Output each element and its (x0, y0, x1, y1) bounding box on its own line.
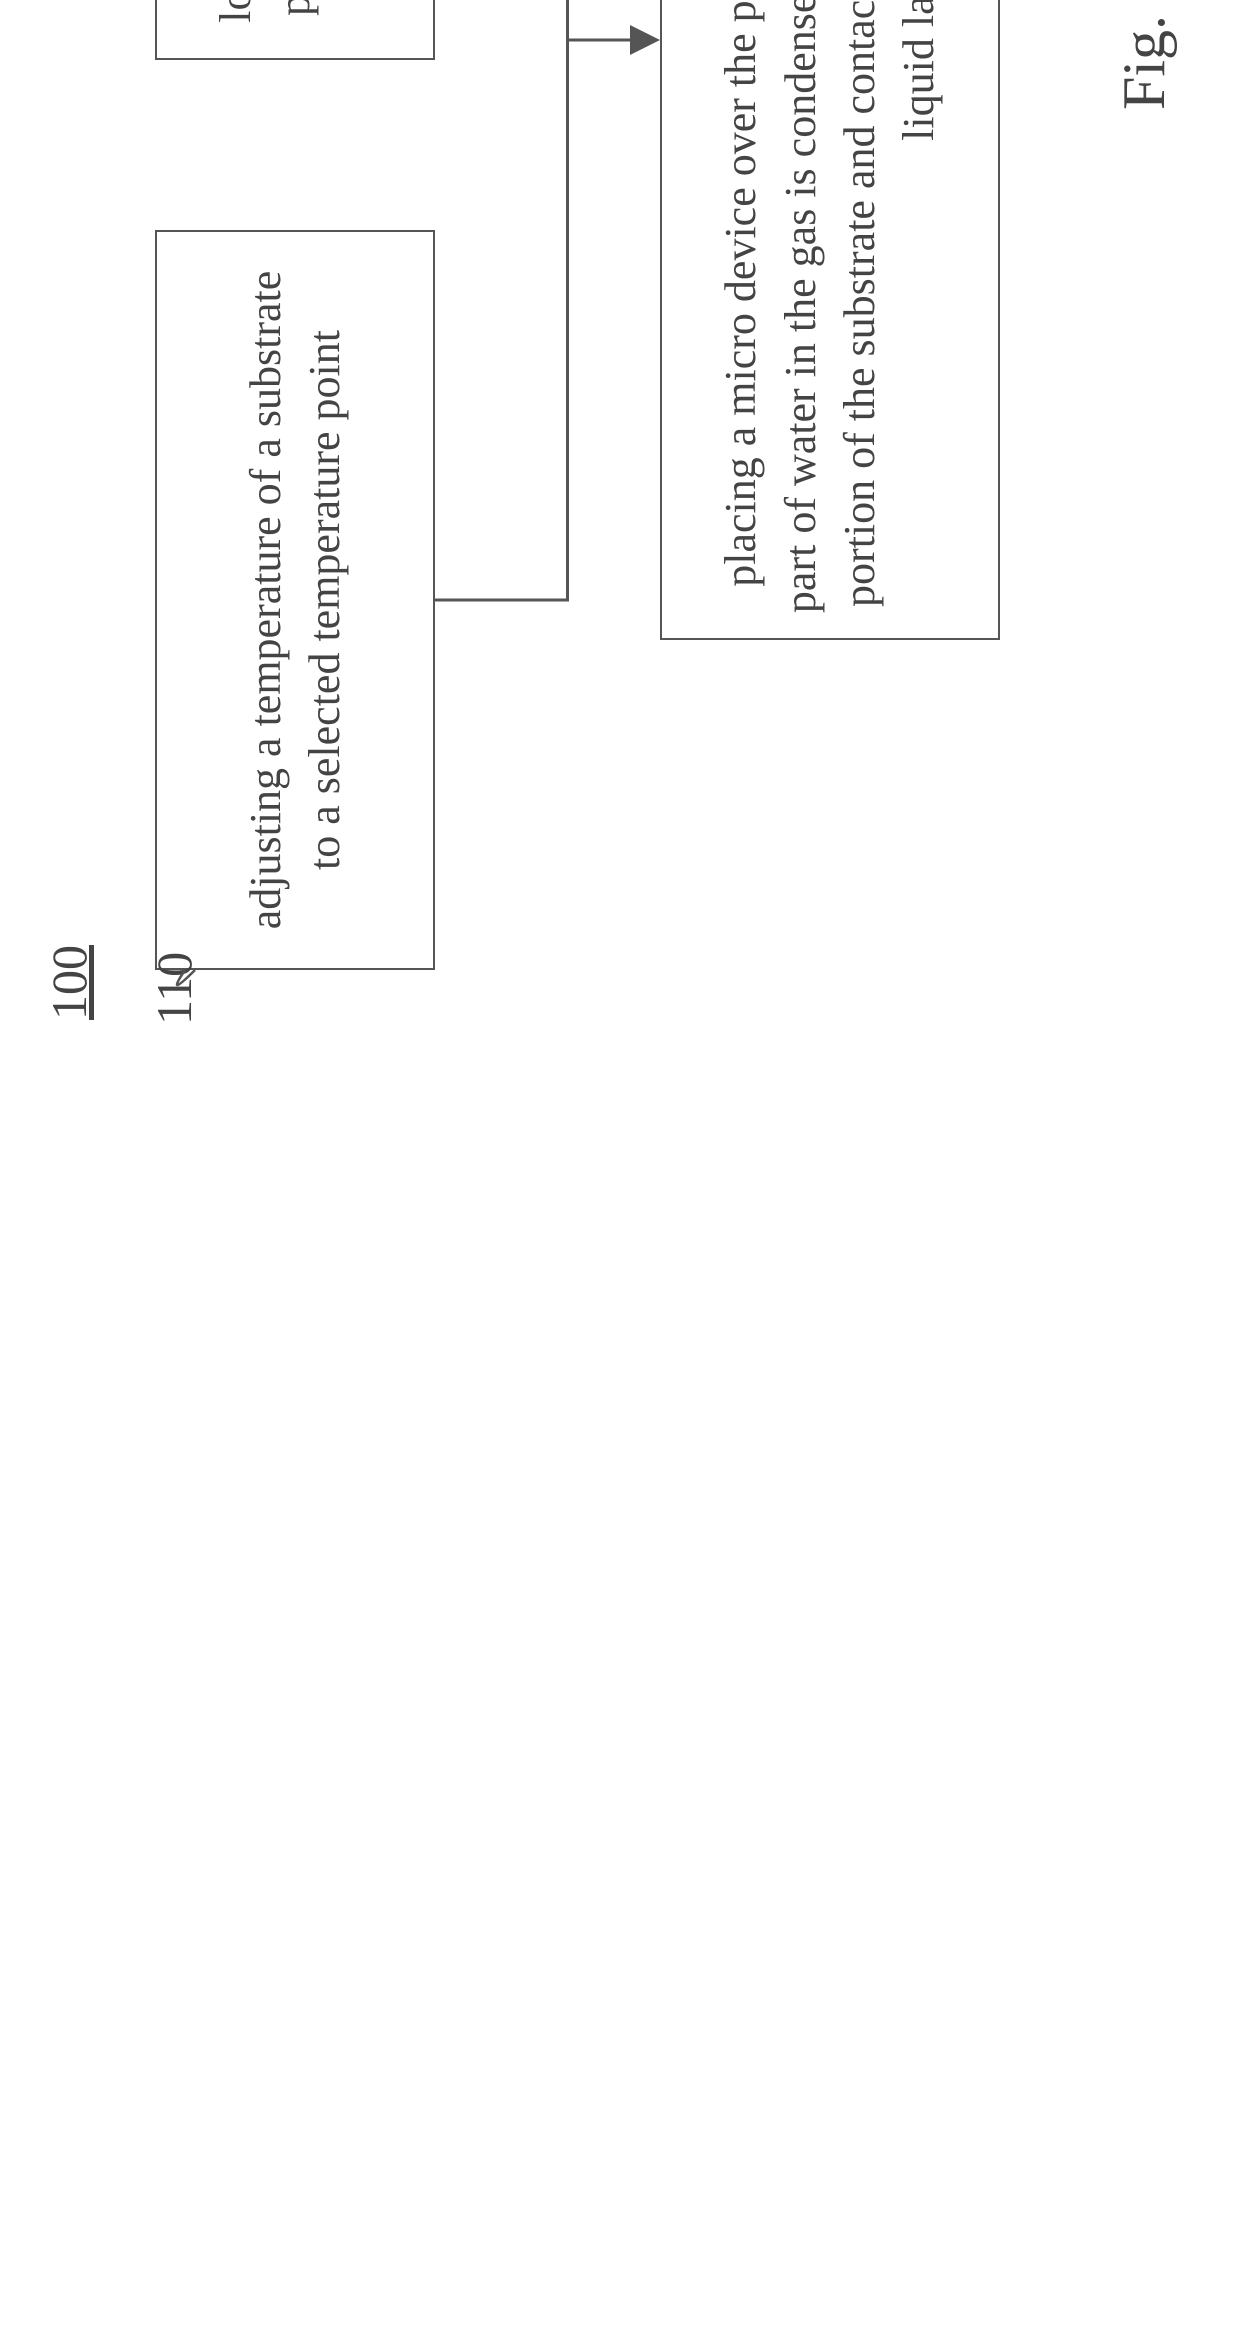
flowchart-connector (0, 0, 1240, 1240)
figure-title: Fig. 1 (1110, 0, 1179, 140)
